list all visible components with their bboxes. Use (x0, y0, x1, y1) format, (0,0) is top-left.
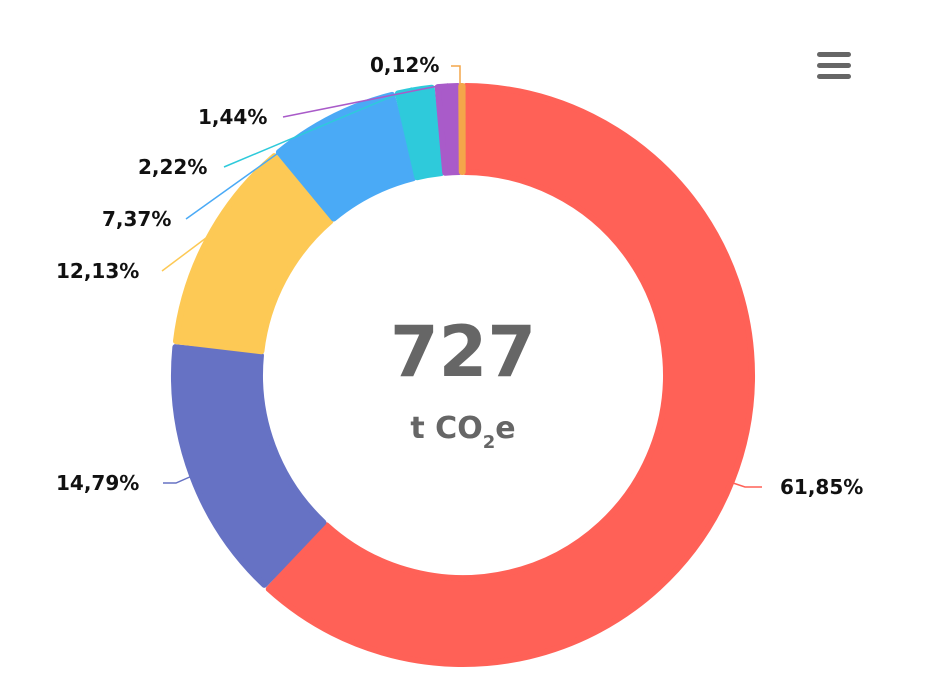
connector-1 (163, 475, 193, 484)
center-unit: t CO2e (410, 411, 515, 453)
data-label-2: 12,13% (56, 259, 139, 283)
center-unit-suffix: e (495, 411, 515, 446)
menu-bar (817, 52, 851, 57)
center-unit-subscript: 2 (483, 432, 496, 453)
connector-4 (223, 87, 413, 168)
data-label-3: 7,37% (102, 207, 171, 231)
connector-5 (282, 83, 449, 118)
connector-0 (729, 481, 762, 488)
center-unit-prefix: t CO (410, 411, 482, 446)
menu-bar (817, 74, 851, 79)
connector-2 (161, 237, 207, 272)
data-label-4: 2,22% (138, 155, 207, 179)
slice-6[interactable] (458, 83, 466, 176)
data-label-5: 1,44% (198, 105, 267, 129)
label-connectors (161, 65, 762, 488)
slice-1[interactable] (171, 344, 327, 588)
connector-6 (451, 65, 461, 84)
data-label-1: 14,79% (56, 471, 139, 495)
data-label-6: 0,12% (370, 53, 439, 77)
data-label-0: 61,85% (780, 475, 863, 499)
center-total: 727 (390, 311, 536, 393)
hamburger-menu-icon[interactable] (814, 48, 854, 84)
data-labels: 61,85% 14,79% 12,13% 7,37% 2,22% 1,44% 0,12% (56, 53, 863, 499)
slice-0[interactable] (265, 83, 755, 667)
menu-bar (817, 63, 851, 68)
